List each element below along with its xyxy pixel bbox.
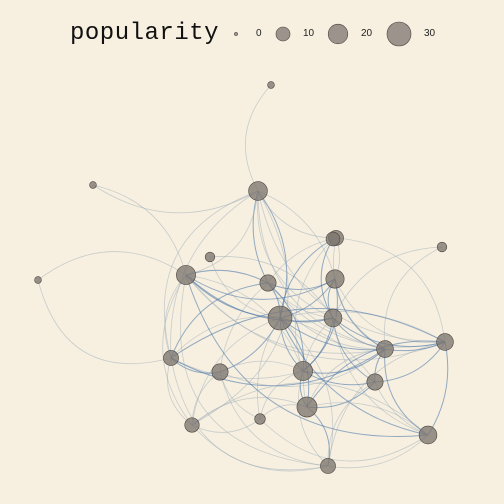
edge-n3-n9 [257, 190, 336, 280]
edge-n16-n15 [219, 360, 304, 373]
edge-n8-n16 [185, 274, 304, 372]
legend-label-0: 0 [256, 28, 262, 39]
node-n10 [296, 396, 318, 418]
edge-n3-n14 [334, 278, 386, 350]
edge-n4-n9 [244, 84, 272, 192]
node-n11 [323, 308, 343, 328]
edge-n17-n19 [327, 381, 376, 467]
legend-keys [234, 21, 412, 47]
edge-n22-n10 [306, 340, 446, 408]
node-n15 [211, 363, 229, 381]
node-n13 [163, 350, 179, 366]
edge-n8-n22 [185, 274, 446, 361]
edge-n6-n8 [37, 251, 187, 281]
edge-n8-n9 [185, 190, 259, 276]
node-n6 [34, 276, 42, 284]
edge-n8-n18 [185, 274, 429, 437]
node-n23 [325, 231, 341, 247]
edge-n9-n14 [257, 190, 386, 350]
edge-n8-n19 [180, 274, 329, 467]
edge-n0-n18 [279, 317, 429, 436]
legend-key-20 [327, 23, 349, 45]
legend-key-10 [275, 26, 291, 42]
node-n7 [204, 251, 216, 263]
node-n4 [267, 81, 275, 89]
node-n17 [366, 373, 384, 391]
edge-n13-n22 [170, 308, 446, 359]
edge-n0-n21 [191, 317, 281, 426]
edge-n5-n8 [92, 184, 187, 276]
edge-n20-n18 [259, 418, 429, 462]
edge-n17-n22 [374, 341, 446, 383]
edge-n1-n8 [185, 269, 269, 284]
edge-n7-n11 [209, 256, 334, 319]
legend-title: popularity [70, 20, 220, 47]
node-n16 [293, 361, 313, 381]
edge-n10-n18 [306, 402, 429, 436]
edge-n0-n19 [279, 317, 334, 467]
legend-label-10: 10 [303, 28, 315, 39]
legend-key-30 [386, 21, 412, 47]
node-n19 [320, 458, 336, 474]
edge-n19-n18 [327, 434, 429, 469]
node-n14 [376, 340, 394, 358]
edge-n2-n22 [335, 237, 446, 343]
edge-n9-n22 [257, 190, 446, 343]
node-n22 [436, 333, 454, 351]
edge-n1-n9 [252, 190, 269, 284]
node-n1 [259, 274, 277, 292]
edge-n1-n15 [219, 282, 269, 373]
node-n3 [325, 269, 345, 289]
legend-key-0 [234, 32, 238, 36]
edge-n8-n3 [185, 274, 336, 300]
edge-n1-n13 [170, 282, 269, 359]
node-n12 [436, 241, 448, 253]
node-layer [34, 81, 454, 474]
edge-n5-n9 [92, 184, 259, 214]
edge-n11-n18 [332, 317, 429, 436]
edge-n8-n21 [162, 274, 193, 426]
edge-n13-n14 [170, 348, 386, 387]
edge-n14-n18 [384, 348, 429, 436]
edge-n15-n14 [219, 348, 386, 387]
edge-n8-n14 [185, 274, 386, 354]
edge-n0-n13 [170, 316, 281, 359]
edge-n3-n22 [334, 278, 446, 344]
edge-layer [37, 84, 449, 472]
node-n8 [176, 265, 196, 285]
edge-n17-n18 [374, 381, 429, 436]
node-n18 [418, 425, 438, 445]
edge-n2-n14 [332, 237, 386, 350]
edge-n15-n19 [219, 371, 329, 467]
edge-n9-n2 [257, 190, 337, 239]
node-n0 [267, 305, 293, 331]
edge-n12-n14 [383, 246, 443, 350]
edge-n23-n16 [294, 238, 334, 372]
edge-n13-n9 [170, 190, 259, 359]
node-n9 [248, 181, 268, 201]
edge-n0-n22 [279, 310, 446, 343]
legend-label-20: 20 [361, 28, 373, 39]
edge-n0-n14 [279, 317, 386, 351]
edge-n22-n19 [327, 341, 446, 467]
edge-n1-n14 [267, 282, 386, 350]
edge-n18-n22 [427, 341, 449, 436]
legend-label-30: 30 [424, 28, 436, 39]
edge-n8-n11 [185, 274, 334, 322]
size-legend: popularity 0 10 20 30 [0, 0, 504, 70]
edge-n13-n19 [170, 357, 329, 471]
edge-n6-n13 [37, 279, 172, 365]
edge-n10-n21 [191, 397, 308, 426]
edge-n1-n16 [267, 282, 304, 372]
edge-n1-n2 [267, 237, 337, 284]
node-n20 [254, 413, 266, 425]
node-n5 [89, 181, 97, 189]
node-n21 [184, 417, 200, 433]
